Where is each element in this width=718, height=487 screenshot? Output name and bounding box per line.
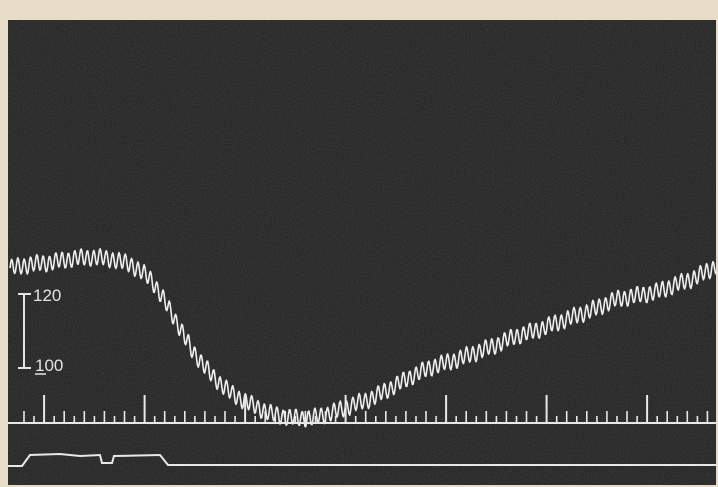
- scale-label-100: 100: [35, 356, 63, 375]
- scale-bar: 120 100: [18, 286, 63, 375]
- scale-label-120: 120: [33, 286, 61, 305]
- stimulus-marker-line: [8, 452, 716, 467]
- time-signal: [8, 395, 716, 424]
- pressure-trace-line: [9, 248, 717, 428]
- plate-grain: [8, 20, 716, 485]
